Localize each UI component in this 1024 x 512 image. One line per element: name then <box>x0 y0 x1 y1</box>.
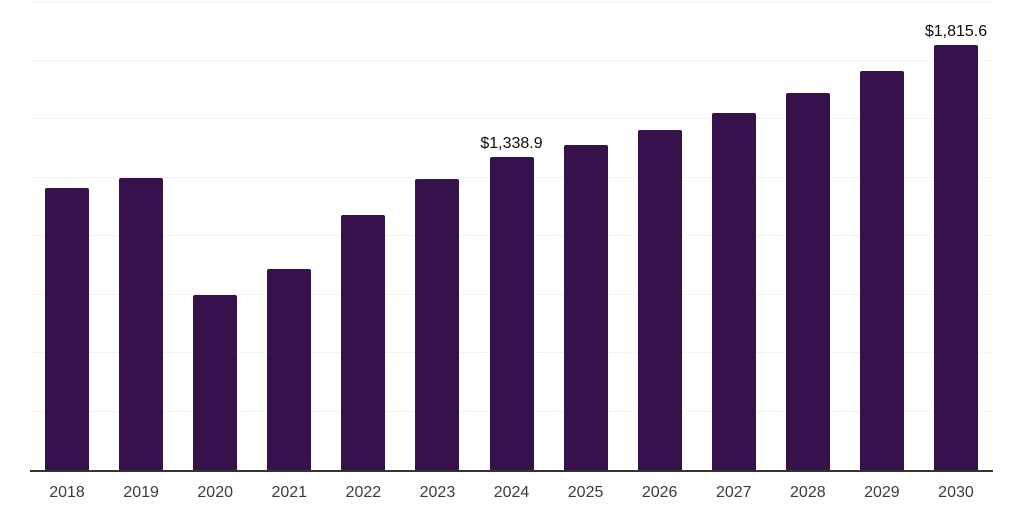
bar-slot <box>771 2 845 470</box>
x-axis-tick-labels: 2018 2019 2020 2021 2022 2023 2024 2025 2026 2027… <box>30 483 993 502</box>
gridline <box>30 59 993 61</box>
bar <box>45 187 90 470</box>
gridline <box>30 118 993 119</box>
x-axis-tick-label: 2021 <box>271 484 308 501</box>
bar-slot <box>845 2 919 470</box>
x-axis-tick-label: 2027 <box>715 484 752 501</box>
bar-slot <box>623 2 697 470</box>
bar <box>563 144 608 470</box>
bar-slot: $1,815.6 <box>919 2 993 470</box>
bar-series: $1,338.9 $1,815.6 <box>30 2 993 470</box>
bar <box>415 178 460 470</box>
bar <box>267 269 312 470</box>
bar <box>193 295 238 470</box>
bar-slot <box>549 2 623 470</box>
x-axis-tick-label: 2025 <box>567 484 604 501</box>
x-axis-tick-label: 2030 <box>938 484 974 501</box>
bar <box>341 214 386 470</box>
x-axis-tick-label: 2028 <box>790 484 826 501</box>
x-axis-tick-label: 2019 <box>123 484 159 501</box>
x-axis-tick-label: 2024 <box>493 484 530 501</box>
x-axis-tick-label: 2018 <box>49 484 85 501</box>
x-axis-tick-label: 2029 <box>864 484 900 501</box>
bar-value-label: $1,815.6 <box>924 23 988 41</box>
bar <box>489 156 534 470</box>
gridline <box>30 2 993 3</box>
bar <box>933 45 978 470</box>
x-axis-tick-label: 2026 <box>641 484 678 501</box>
bar-slot <box>252 2 326 470</box>
bar-slot <box>178 2 252 470</box>
bar <box>785 93 830 470</box>
plot-area: $1,338.9 $1,815.6 <box>30 2 993 472</box>
bar <box>637 130 682 470</box>
bar-slot <box>697 2 771 470</box>
bar <box>711 113 756 470</box>
x-axis-tick-label: 2020 <box>197 484 233 501</box>
x-axis-tick-label: 2022 <box>345 484 382 501</box>
bar-slot <box>30 2 104 470</box>
bar <box>119 177 164 470</box>
bar-value-label: $1,338.9 <box>480 134 543 152</box>
x-axis-tick-label: 2023 <box>419 484 456 501</box>
bar-slot: $1,338.9 <box>474 2 548 470</box>
bar-slot <box>104 2 178 470</box>
bar-slot <box>400 2 474 470</box>
bar-slot <box>326 2 400 470</box>
bar <box>859 71 904 470</box>
